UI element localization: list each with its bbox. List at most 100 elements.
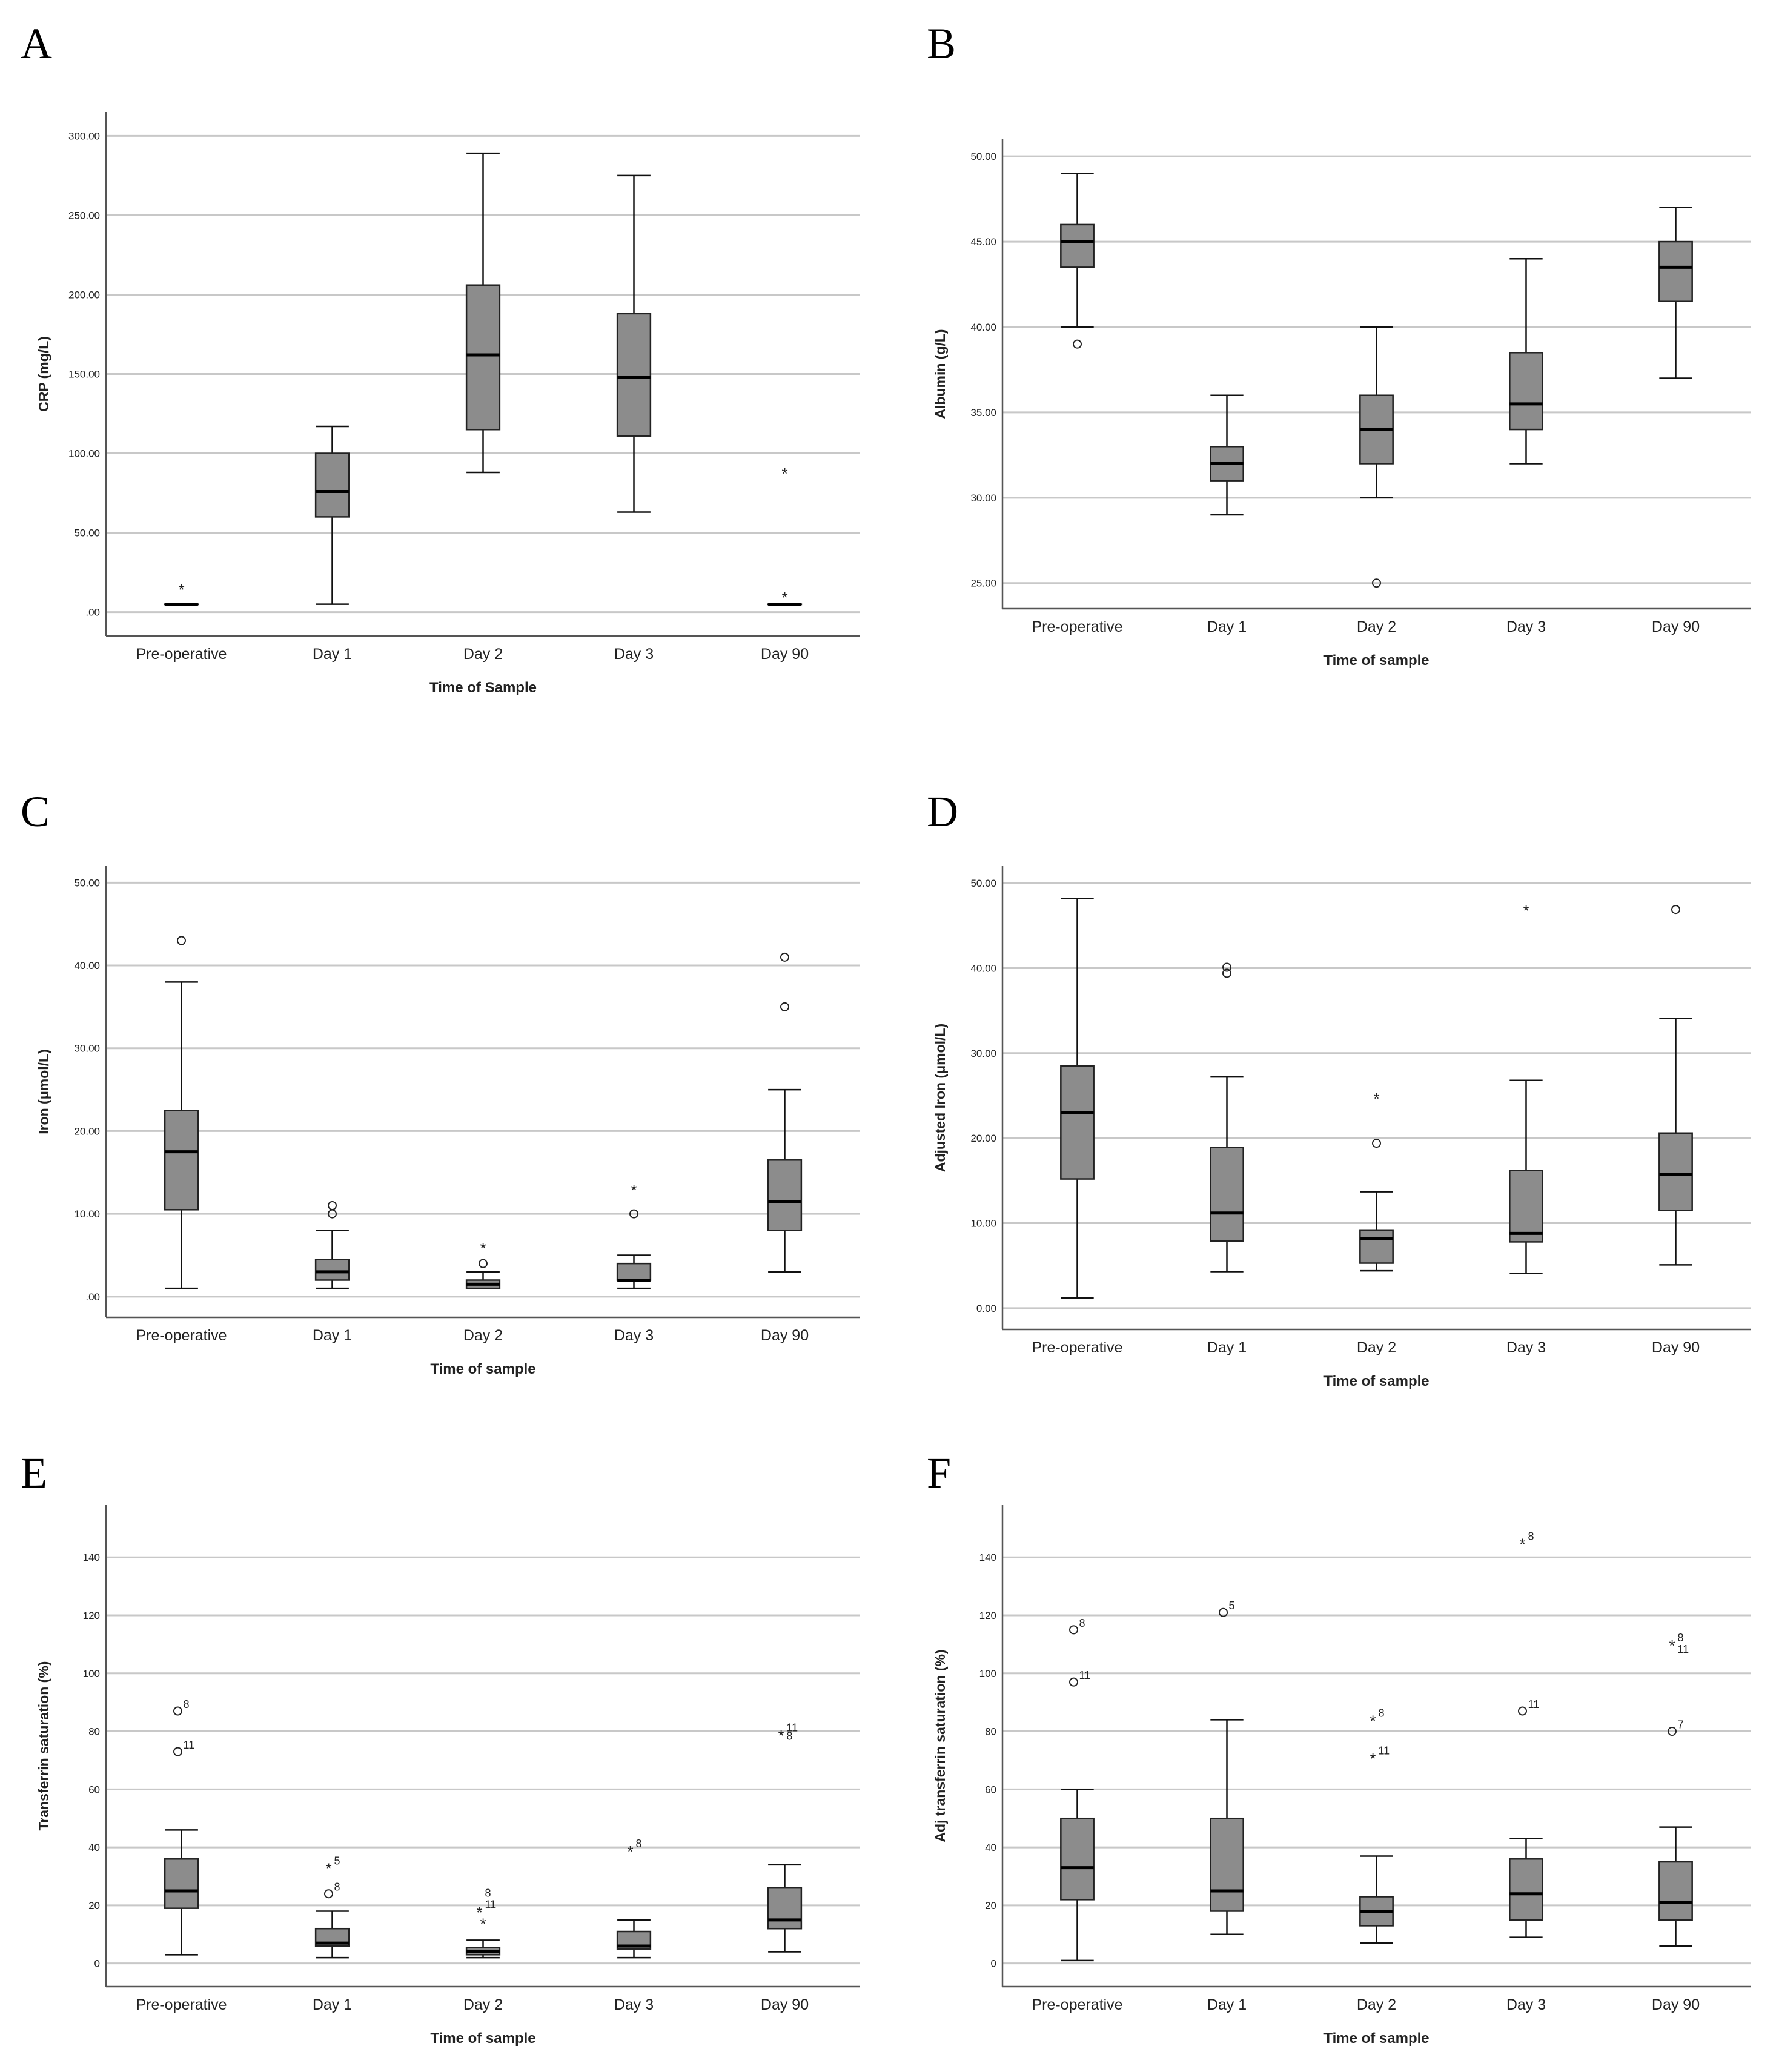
outlier-star-day-2: *	[1370, 1712, 1376, 1730]
y-tick-label: 60	[985, 1784, 996, 1795]
x-tick-label: Pre-operative	[1032, 618, 1122, 635]
outlier-star-day-2: *	[480, 1915, 486, 1933]
y-tick-label: 80	[88, 1726, 100, 1738]
x-tick-label: Day 2	[1357, 1339, 1396, 1356]
y-tick-label: .00	[85, 607, 100, 618]
y-tick-label: 100	[83, 1668, 100, 1680]
y-axis-label: Transferrin saturation (%)	[36, 1661, 51, 1831]
y-tick-label: 20	[985, 1900, 996, 1911]
y-tick-label: 50.00	[970, 151, 996, 162]
x-axis-label: Time of sample	[1323, 1373, 1429, 1389]
iron-boxplot: .00 10.00 20.00 30.00 40.00 50.00 Iron (μmol/L…	[36, 866, 860, 1377]
x-tick-label: Day 1	[313, 1996, 352, 2013]
panel-letter-b: B	[927, 19, 956, 68]
outlier-label-day-2: 11	[485, 1898, 497, 1910]
outlier-circle-day-2	[1372, 578, 1381, 588]
y-tick-label: 100	[979, 1668, 996, 1680]
outlier-label-day-90: 7	[1678, 1719, 1684, 1731]
outlier-label-pre-operative: 8	[1079, 1617, 1085, 1629]
box-day-90	[1658, 240, 1693, 302]
x-axis-label: Time of sample	[430, 2030, 535, 2047]
box-day-3	[616, 1262, 652, 1281]
box-day-3	[1509, 352, 1543, 431]
box-day-90	[1658, 1861, 1693, 1921]
box-pre-operative	[164, 1110, 199, 1211]
box-day-1	[1210, 1817, 1244, 1912]
y-tick-label: 300.00	[68, 130, 100, 142]
adj-transferrin-saturation-boxplot: 0 20 40 60 80 100 120 140 Adj transferrin satura…	[932, 1505, 1751, 2047]
box-pre-operative	[1060, 1817, 1095, 1901]
y-tick-label: 140	[979, 1552, 996, 1563]
x-tick-label: Day 1	[313, 1327, 352, 1344]
outlier-label-day-90: 11	[1678, 1643, 1689, 1655]
outlier-star-day-1: *	[325, 1860, 331, 1878]
x-tick-label: Pre-operative	[1032, 1996, 1122, 2013]
outlier-star-day-3: *	[627, 1842, 633, 1861]
x-tick-label: Day 90	[1652, 1339, 1700, 1356]
x-tick-label: Pre-operative	[136, 646, 227, 663]
outlier-circle-day-1	[328, 1200, 337, 1210]
outlier-star-day-90: *	[781, 465, 787, 483]
y-axis-label: CRP (mg/L)	[36, 336, 51, 412]
box-day-3	[616, 313, 652, 437]
y-tick-label: 80	[985, 1726, 996, 1738]
outlier-circle-day-1	[1222, 968, 1231, 978]
outlier-label-day-90: 8	[1678, 1632, 1684, 1644]
adjusted-iron-boxplot: 0.00 10.00 20.00 30.00 40.00 50.00 Adjusted Ir…	[932, 866, 1751, 1389]
x-tick-label: Day 2	[463, 1327, 503, 1344]
x-tick-label: Pre-operative	[136, 1327, 227, 1344]
box-day-1	[314, 1259, 350, 1281]
x-tick-label: Day 3	[614, 646, 654, 663]
outlier-circle-day-90	[780, 1002, 789, 1011]
x-tick-label: Day 90	[761, 1327, 809, 1344]
y-tick-label: 40	[88, 1842, 100, 1853]
panel-letter-a: A	[21, 19, 52, 68]
x-tick-label: Day 2	[463, 646, 503, 663]
box-day-2	[1359, 1229, 1394, 1264]
y-tick-label: .00	[85, 1291, 100, 1303]
x-tick-label: Day 3	[614, 1327, 654, 1344]
y-tick-label: 0	[991, 1958, 996, 1970]
outlier-star-day-2: *	[480, 1239, 486, 1257]
outlier-label-day-3: 8	[1528, 1530, 1534, 1542]
y-tick-label: 0.00	[976, 1303, 996, 1314]
box-pre-operative	[1060, 1065, 1095, 1180]
panel-letter-f: F	[927, 1449, 952, 1497]
outlier-label-day-2: 11	[1379, 1745, 1390, 1757]
x-tick-label: Day 1	[1207, 1996, 1247, 2013]
y-tick-label: 40	[985, 1842, 996, 1853]
y-tick-label: 20	[88, 1900, 100, 1911]
y-axis-label: Adjusted Iron (μmol/L)	[932, 1024, 948, 1172]
x-axis-label: Time of Sample	[429, 680, 537, 696]
x-tick-label: Day 2	[1357, 1996, 1396, 2013]
outlier-label-day-90: 11	[787, 1721, 798, 1733]
x-tick-label: Day 90	[1652, 618, 1700, 635]
outlier-label-day-90: 8	[787, 1730, 793, 1743]
box-day-2	[465, 284, 501, 431]
outlier-star-day-90: *	[1669, 1637, 1675, 1655]
outlier-star-day-3: *	[1523, 902, 1529, 920]
y-tick-label: 50.00	[970, 878, 996, 889]
x-tick-label: Day 2	[1357, 618, 1396, 635]
outlier-label-pre-operative: 8	[184, 1698, 190, 1710]
box-day-1	[314, 452, 350, 518]
x-tick-label: Day 90	[761, 1996, 809, 2013]
x-tick-label: Day 3	[1506, 1339, 1546, 1356]
outlier-star-day-2: *	[1370, 1750, 1376, 1768]
outlier-circle-day-90	[780, 952, 789, 962]
outlier-circle-pre-operative	[173, 1706, 182, 1716]
outlier-circle-day-1	[324, 1889, 333, 1899]
y-tick-label: 40.00	[970, 962, 996, 974]
outlier-star-day-2: *	[476, 1903, 482, 1921]
panel-letter-e: E	[21, 1449, 47, 1497]
x-tick-label: Pre-operative	[136, 1996, 227, 2013]
x-tick-label: Day 1	[1207, 1339, 1247, 1356]
outlier-circle-pre-operative	[1069, 1625, 1078, 1635]
x-tick-label: Day 2	[463, 1996, 503, 2013]
outlier-circle-day-2	[479, 1259, 488, 1268]
outlier-circle-day-2	[1372, 1139, 1381, 1148]
outlier-circle-day-3	[1518, 1706, 1527, 1716]
x-tick-label: Day 1	[1207, 618, 1247, 635]
x-tick-label: Pre-operative	[1032, 1339, 1122, 1356]
x-axis-label: Time of sample	[1323, 2030, 1429, 2047]
